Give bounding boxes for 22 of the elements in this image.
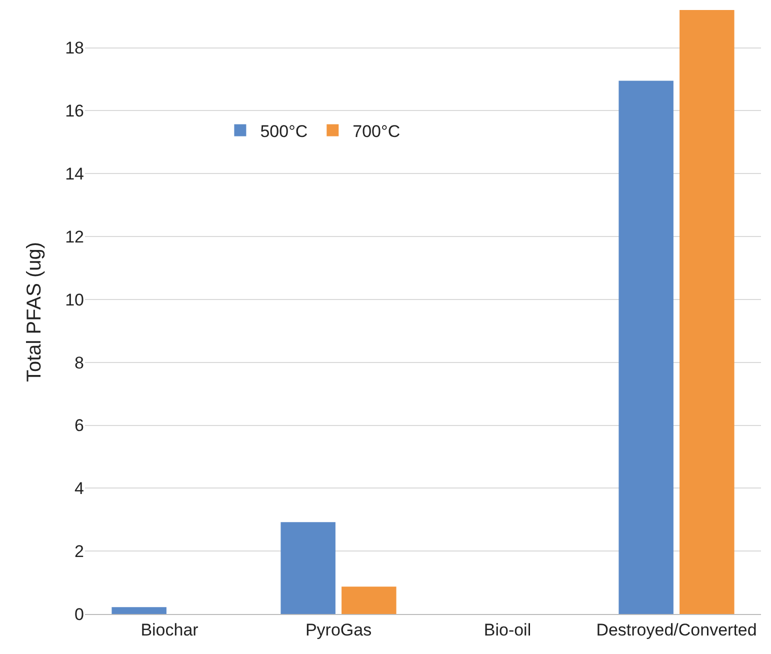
y-tick-label: 14 <box>65 164 84 184</box>
y-tick-label: 2 <box>74 542 84 562</box>
y-tick-label: 4 <box>74 479 84 498</box>
y-tick-label: 12 <box>65 227 84 246</box>
x-tick-label: PyroGas <box>305 620 372 640</box>
bar <box>280 522 336 614</box>
bar <box>618 80 674 614</box>
x-tick-label: Biochar <box>140 620 199 640</box>
x-tick-label: Destroyed/Converted <box>596 620 757 640</box>
bar <box>680 10 734 614</box>
y-tick-label: 16 <box>65 102 84 121</box>
y-tick-label: 18 <box>65 38 84 58</box>
y-tick-label: 6 <box>74 416 84 436</box>
legend-label: 700°C <box>352 122 400 141</box>
x-tick-label: Bio-oil <box>484 620 532 640</box>
y-tick-label: 10 <box>65 290 84 310</box>
bar <box>342 586 396 614</box>
y-tick-label: 8 <box>74 353 84 372</box>
legend-label: 500°C <box>260 122 308 141</box>
y-tick-label: 0 <box>74 604 84 624</box>
y-axis-title: Total PFAS (ug) <box>24 242 46 382</box>
bar <box>112 607 166 614</box>
